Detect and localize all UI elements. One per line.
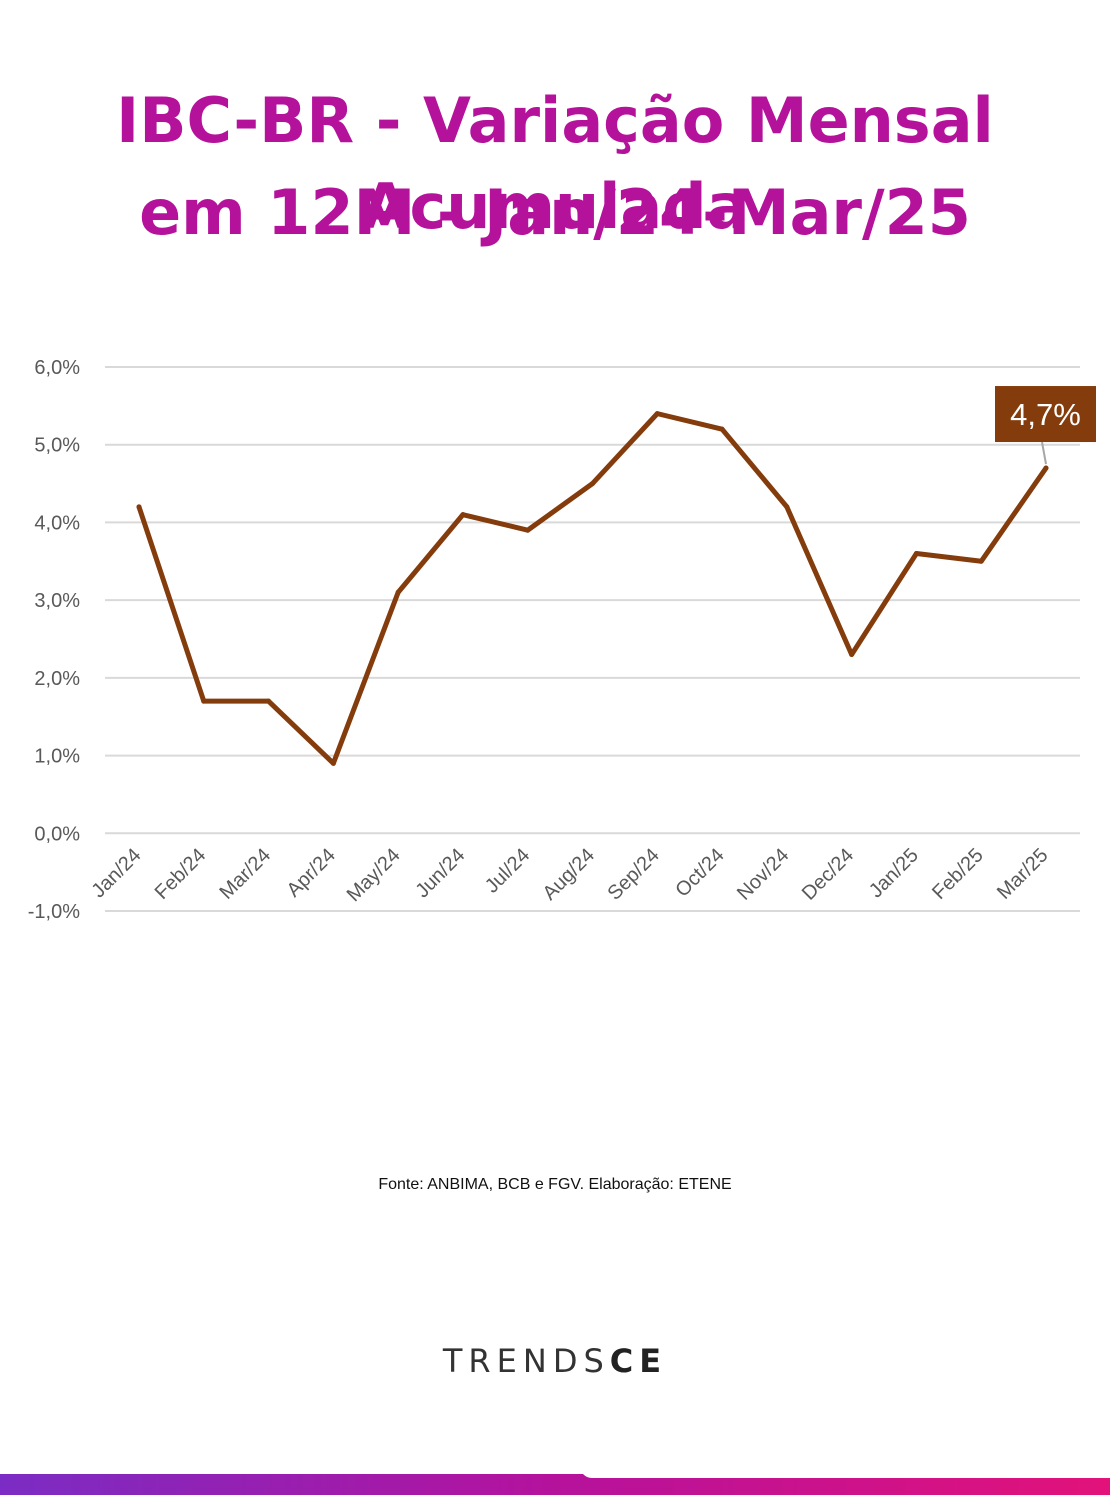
x-tick-label: Feb/25 (928, 844, 988, 904)
y-tick-label: 5,0% (34, 435, 80, 457)
x-axis-ticks: Jan/24 Feb/24 Mar/24 Apr/24 May/24 Jun/24 Jul/… (88, 844, 1053, 906)
callout-label: 4,7% (1010, 397, 1081, 432)
x-tick-label: Oct/24 (671, 844, 728, 901)
series-line (136, 411, 1049, 766)
data-point (654, 411, 660, 417)
data-point (330, 760, 336, 766)
data-point (849, 652, 855, 658)
source-note: Fonte: ANBIMA, BCB e FGV. Elaboração: ET… (378, 1176, 732, 1193)
data-point (1043, 465, 1049, 471)
logo-text-light: TRENDS (442, 1342, 610, 1380)
data-point (525, 527, 531, 533)
data-point (784, 504, 790, 510)
data-callout: 4,7% (995, 386, 1096, 465)
chart-title-line-1: IBC-BR - Variação Mensal Acumulada (116, 84, 994, 243)
y-tick-label: 2,0% (34, 668, 80, 690)
data-point (201, 698, 207, 704)
y-tick-label: -1,0% (28, 901, 80, 923)
y-tick-label: 0,0% (34, 823, 80, 845)
bottom-gradient-bar (0, 1474, 1110, 1495)
callout-leader (1041, 441, 1047, 465)
y-tick-label: 3,0% (34, 590, 80, 612)
data-point (978, 558, 984, 564)
x-tick-label: Nov/24 (733, 844, 793, 904)
data-point (913, 551, 919, 557)
x-tick-label: Feb/24 (151, 844, 211, 904)
trendsce-logo: TRENDSCE (0, 1342, 1110, 1380)
data-point (136, 504, 142, 510)
x-tick-label: Sep/24 (603, 844, 663, 904)
bottom-bar-notch (580, 1466, 1110, 1478)
chart-title-line-2: em 12M - Jan/24-Mar/25 (139, 176, 971, 249)
logo-text-bold: CE (609, 1342, 668, 1380)
y-axis-ticks: -1,0% 0,0% 1,0% 2,0% 3,0% 4,0% 5,0% 6,0% (28, 357, 80, 923)
x-tick-label: May/24 (343, 844, 405, 906)
x-tick-label: Dec/24 (798, 844, 858, 904)
grid-lines (105, 366, 1080, 912)
x-tick-label: Mar/25 (993, 844, 1053, 904)
data-point (590, 481, 595, 487)
data-point (395, 589, 401, 595)
data-point (719, 426, 725, 432)
callout-box (995, 386, 1096, 443)
line-chart: -1,0% 0,0% 1,0% 2,0% 3,0% 4,0% 5,0% 6,0% Jan/24… (28, 357, 1096, 923)
x-tick-label: Jan/24 (88, 844, 146, 902)
x-tick-label: Jul/24 (481, 844, 534, 897)
data-point (460, 512, 466, 518)
x-tick-label: Mar/24 (216, 844, 276, 904)
y-tick-label: 6,0% (34, 357, 80, 379)
series-layer (136, 411, 1049, 766)
y-tick-label: 4,0% (34, 512, 80, 534)
y-tick-label: 1,0% (34, 746, 80, 768)
x-tick-label: Jan/25 (865, 844, 923, 902)
x-tick-label: Aug/24 (539, 844, 599, 904)
x-tick-label: Apr/24 (283, 844, 340, 901)
data-point (266, 698, 272, 704)
x-tick-label: Jun/24 (411, 844, 469, 902)
